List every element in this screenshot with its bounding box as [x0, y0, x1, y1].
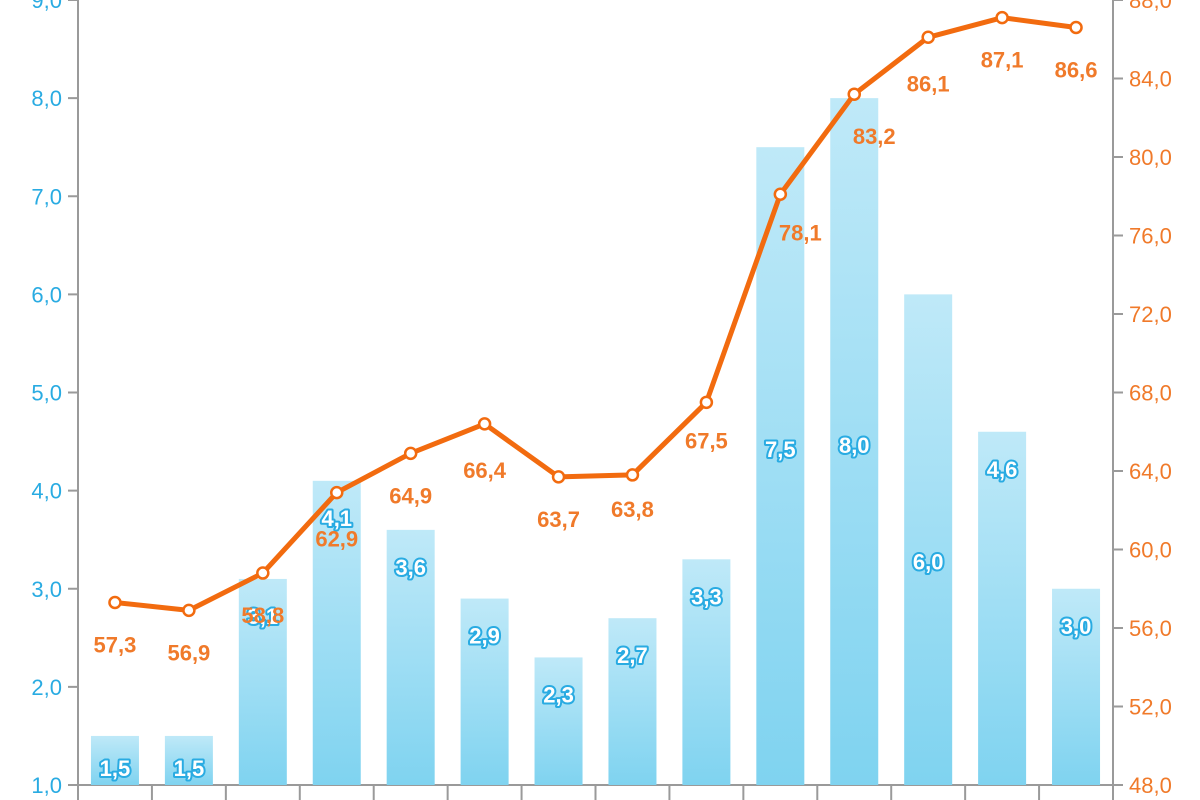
left-axis-tick-label: 4,0 — [31, 479, 62, 504]
bar-value-label: 7,5 — [765, 437, 796, 462]
left-axis-tick-label: 9,0 — [31, 0, 62, 13]
line-point — [995, 10, 1009, 25]
bar-value-label: 3,1 — [248, 604, 279, 629]
line-value-label: 66,4 — [463, 458, 507, 483]
line-value-label: 64,9 — [389, 483, 432, 508]
bar-value-label: 8,0 — [839, 433, 870, 458]
right-axis-tick-label: 48,0 — [1129, 773, 1172, 798]
line-point — [477, 417, 492, 431]
bar-value-label: 1,5 — [100, 756, 131, 781]
bar-value-label: 2,7 — [617, 643, 648, 668]
left-axis-tick-label: 5,0 — [31, 381, 62, 406]
left-axis-tick-label: 6,0 — [31, 282, 62, 307]
line-path — [112, 15, 1079, 613]
bar — [756, 147, 805, 785]
line-point — [108, 595, 122, 610]
bar-value-label: 3,0 — [1061, 614, 1092, 639]
line-value-label: 56,9 — [167, 640, 210, 665]
left-axis-tick-label: 7,0 — [31, 184, 62, 209]
bar — [386, 529, 435, 785]
right-axis-tick-label: 76,0 — [1129, 224, 1172, 249]
line-point — [921, 30, 935, 45]
line-series — [108, 10, 1083, 618]
bar-value-label: 3,6 — [395, 555, 426, 580]
right-axis-tick-label: 64,0 — [1129, 459, 1172, 484]
line-point — [773, 187, 788, 202]
left-axis-tick-label: 8,0 — [31, 86, 62, 111]
line-value-label: 87,1 — [981, 48, 1024, 73]
line-value-label: 63,8 — [611, 497, 654, 522]
axes: 1,0 2,0 3,0 4,0 5,0 6,0 7,0 8,0 9,0 48,0 52,0 56,0 6… — [31, 0, 1172, 800]
bar — [682, 559, 731, 785]
line-value-label: 83,2 — [853, 124, 896, 149]
line-point — [847, 87, 861, 101]
right-axis-tick-label: 56,0 — [1129, 616, 1172, 641]
left-axis-tick-label: 2,0 — [31, 675, 62, 700]
line-point — [625, 468, 640, 482]
line-value-label: 78,1 — [779, 220, 822, 245]
bar-value-label: 2,9 — [469, 624, 500, 649]
line-point — [551, 470, 566, 484]
line-point — [330, 485, 344, 500]
line-point — [699, 395, 714, 410]
line-value-label: 86,1 — [907, 71, 950, 96]
bar-value-label: 4,6 — [987, 457, 1018, 482]
line-point — [1069, 20, 1083, 35]
bar-value-label: 3,3 — [691, 584, 722, 609]
right-axis-tick-label: 68,0 — [1129, 381, 1172, 406]
bar — [1052, 588, 1101, 785]
right-axis-tick-label: 60,0 — [1129, 538, 1172, 563]
bar — [164, 735, 213, 785]
bar — [534, 657, 583, 785]
line-value-label: 63,7 — [537, 507, 580, 532]
line-value-label: 58,8 — [241, 603, 284, 628]
line-value-label: 67,5 — [685, 428, 728, 453]
bar-series — [90, 98, 1101, 785]
bar — [978, 431, 1027, 785]
right-axis-tick-label: 72,0 — [1129, 302, 1172, 327]
bar-value-label: 6,0 — [913, 549, 944, 574]
bar — [608, 618, 657, 785]
bar — [830, 98, 879, 785]
bar — [460, 598, 509, 785]
left-axis-tick-label: 3,0 — [31, 577, 62, 602]
right-axis-tick-label: 52,0 — [1129, 695, 1172, 720]
line-point — [403, 446, 418, 461]
bar — [904, 294, 953, 785]
right-axis-tick-label: 88,0 — [1129, 0, 1172, 13]
bar-value-label: 4,1 — [321, 506, 352, 531]
right-axis-tick-label: 84,0 — [1129, 67, 1172, 92]
bar — [90, 735, 139, 785]
left-axis-tick-label: 1,0 — [31, 773, 62, 798]
line-value-label: 86,6 — [1055, 57, 1098, 82]
bar-value-label: 2,3 — [543, 682, 574, 707]
line-value-label: 57,3 — [94, 632, 137, 657]
right-axis-tick-label: 80,0 — [1129, 145, 1172, 170]
bar-value-label: 1,5 — [174, 756, 205, 781]
line-point — [256, 566, 270, 580]
data-labels: 1,5 1,5 3,1 4,1 3,6 2,9 2,3 2,7 3,3 7,5 8,0 6,0 4,6 3… — [94, 48, 1098, 783]
bar — [238, 578, 287, 785]
bar — [312, 480, 361, 785]
line-value-label: 62,9 — [315, 527, 358, 552]
line-point — [182, 603, 196, 618]
